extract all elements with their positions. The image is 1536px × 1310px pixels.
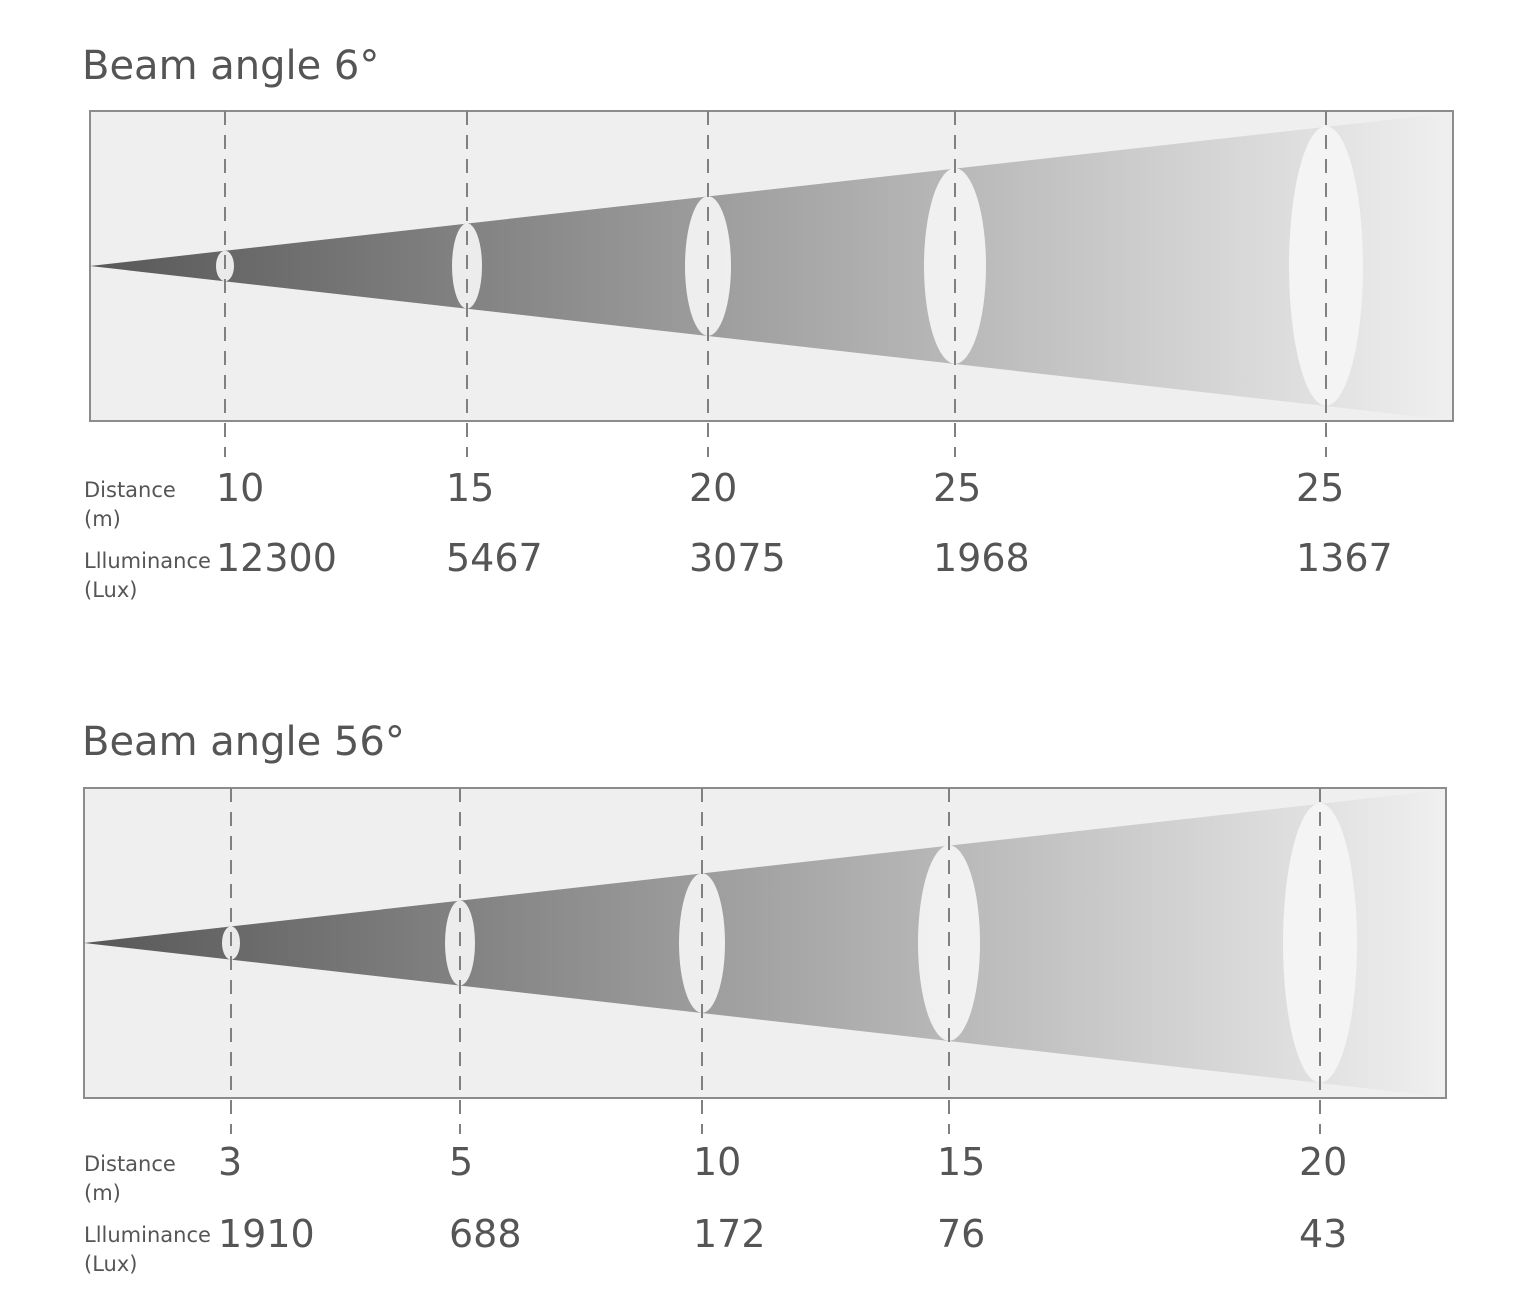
illuminance-value: 1367 (1296, 536, 1393, 580)
illuminance-value: 43 (1299, 1212, 1348, 1256)
illuminance-value: 5467 (446, 536, 543, 580)
distance-value: 5 (449, 1140, 474, 1184)
beam-cone-figure (83, 787, 1447, 1134)
distance-value: 3 (218, 1140, 243, 1184)
illuminance-label: Llluminance (84, 549, 211, 573)
distance-value: 15 (446, 466, 495, 510)
beam-cone-figure (89, 110, 1454, 457)
distance-unit: (m) (84, 1181, 121, 1205)
illuminance-label: Llluminance (84, 1223, 211, 1247)
beam-cone (84, 791, 1434, 1096)
illuminance-value: 1910 (218, 1212, 315, 1256)
distance-label: Distance (84, 478, 176, 502)
beam-diagram-6deg: Beam angle 6° Distance (m) Llluminance (… (0, 0, 1536, 620)
illuminance-value: 3075 (689, 536, 786, 580)
beam-cone (90, 114, 1440, 419)
illuminance-value: 12300 (216, 536, 337, 580)
distance-value: 25 (1296, 466, 1345, 510)
illuminance-unit: (Lux) (84, 578, 138, 602)
illuminance-row-label: Llluminance (Lux) (84, 1221, 211, 1279)
illuminance-row-label: Llluminance (Lux) (84, 547, 211, 605)
distance-value: 10 (216, 466, 265, 510)
illuminance-value: 76 (937, 1212, 986, 1256)
distance-row-label: Distance (m) (84, 1150, 176, 1208)
distance-row-label: Distance (m) (84, 476, 176, 534)
illuminance-value: 688 (449, 1212, 522, 1256)
diagram-title: Beam angle 56° (82, 719, 405, 765)
illuminance-unit: (Lux) (84, 1252, 138, 1276)
distance-unit: (m) (84, 507, 121, 531)
distance-value: 15 (937, 1140, 986, 1184)
distance-value: 20 (689, 466, 738, 510)
diagram-title: Beam angle 6° (82, 43, 380, 89)
distance-label: Distance (84, 1152, 176, 1176)
illuminance-value: 172 (693, 1212, 766, 1256)
distance-value: 10 (693, 1140, 742, 1184)
distance-value: 25 (933, 466, 982, 510)
distance-value: 20 (1299, 1140, 1348, 1184)
illuminance-value: 1968 (933, 536, 1030, 580)
beam-diagram-56deg: Beam angle 56° Distance (m) Llluminance … (0, 676, 1536, 1296)
